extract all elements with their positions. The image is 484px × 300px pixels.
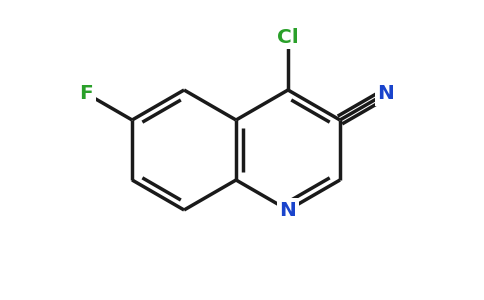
Text: Cl: Cl (277, 28, 299, 47)
Text: F: F (79, 84, 93, 103)
Text: N: N (280, 200, 296, 220)
Text: N: N (377, 84, 394, 103)
